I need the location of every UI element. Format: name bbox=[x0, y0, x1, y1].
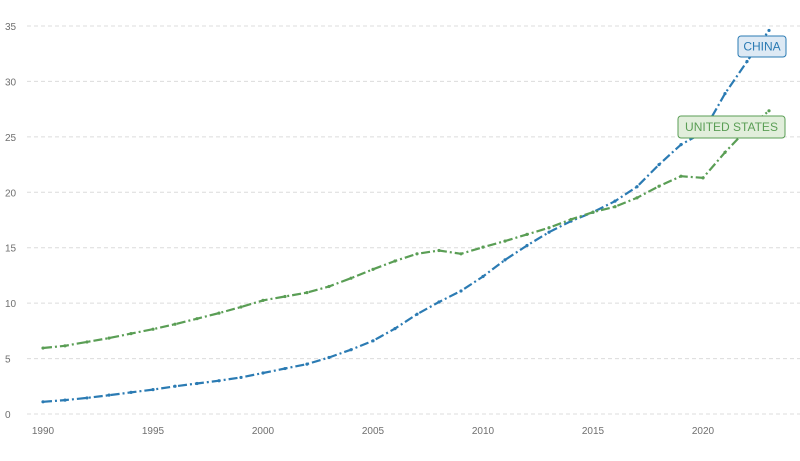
y-tick-label: 30 bbox=[5, 77, 17, 88]
data-point bbox=[437, 300, 441, 304]
data-point bbox=[327, 284, 331, 289]
data-point bbox=[41, 400, 45, 404]
data-point bbox=[349, 276, 353, 280]
y-tick-label: 20 bbox=[5, 188, 17, 199]
data-point bbox=[613, 199, 617, 203]
data-point bbox=[217, 379, 221, 383]
data-point bbox=[151, 327, 155, 331]
series-line-china bbox=[42, 29, 770, 403]
data-point bbox=[107, 336, 111, 340]
y-axis: 0 5 10 15 20 25 30 35 bbox=[5, 22, 17, 421]
data-point bbox=[107, 393, 111, 397]
y-tick-label: 0 bbox=[5, 410, 11, 421]
data-point bbox=[767, 28, 771, 33]
data-point bbox=[679, 143, 683, 147]
data-point bbox=[349, 348, 353, 352]
data-point bbox=[261, 298, 265, 302]
data-point bbox=[283, 366, 287, 371]
data-point bbox=[613, 205, 617, 209]
series-label-box bbox=[737, 35, 787, 58]
data-point bbox=[437, 248, 441, 253]
data-point bbox=[283, 294, 287, 299]
data-point bbox=[767, 109, 771, 113]
series-group bbox=[41, 28, 771, 404]
data-point bbox=[393, 327, 397, 331]
data-point bbox=[547, 230, 551, 234]
data-point bbox=[195, 381, 199, 386]
series-labels: CHINA UNITED STATES bbox=[677, 35, 787, 139]
data-point bbox=[547, 226, 551, 230]
data-point bbox=[591, 210, 595, 214]
series-label-box bbox=[677, 115, 786, 139]
data-point bbox=[635, 185, 639, 189]
data-point bbox=[151, 388, 155, 392]
data-point bbox=[657, 184, 661, 188]
x-tick-label: 2015 bbox=[582, 426, 605, 437]
data-point bbox=[459, 252, 463, 256]
gridlines bbox=[27, 25, 800, 415]
series-label-text: CHINA bbox=[743, 40, 780, 54]
data-point bbox=[723, 92, 727, 96]
series-label-text: UNITED STATES bbox=[685, 120, 778, 134]
data-point bbox=[723, 150, 727, 154]
data-point bbox=[305, 291, 309, 295]
data-point bbox=[63, 398, 67, 402]
data-point bbox=[239, 375, 243, 380]
x-tick-label: 1995 bbox=[142, 426, 165, 437]
data-point bbox=[657, 162, 661, 167]
data-point bbox=[261, 371, 265, 375]
data-point bbox=[393, 259, 397, 263]
data-point bbox=[525, 232, 529, 237]
y-tick-label: 10 bbox=[5, 299, 17, 310]
data-point bbox=[635, 196, 639, 200]
data-point bbox=[481, 245, 485, 249]
data-point bbox=[503, 258, 507, 262]
x-tick-label: 1990 bbox=[32, 426, 55, 437]
series-label-united-states: UNITED STATES bbox=[677, 115, 786, 139]
x-tick-label: 2005 bbox=[362, 426, 385, 437]
data-point bbox=[85, 340, 89, 344]
data-point bbox=[679, 174, 683, 178]
x-tick-label: 2010 bbox=[472, 426, 495, 437]
data-point bbox=[327, 355, 331, 360]
data-point bbox=[129, 332, 133, 336]
data-point bbox=[701, 176, 705, 180]
data-point bbox=[305, 362, 309, 366]
data-point bbox=[173, 322, 177, 326]
data-point bbox=[129, 390, 133, 394]
data-point bbox=[173, 384, 177, 388]
data-point bbox=[481, 274, 485, 279]
data-point bbox=[371, 267, 375, 271]
data-point bbox=[745, 59, 749, 64]
x-tick-label: 2020 bbox=[692, 426, 715, 437]
data-point bbox=[85, 396, 89, 400]
data-point bbox=[63, 344, 67, 348]
data-point bbox=[569, 217, 573, 222]
data-point bbox=[239, 305, 243, 309]
data-point bbox=[195, 317, 199, 321]
data-point bbox=[41, 346, 45, 350]
data-point bbox=[503, 239, 507, 243]
data-point bbox=[459, 289, 463, 293]
data-point bbox=[525, 243, 529, 248]
y-tick-label: 15 bbox=[5, 244, 17, 255]
data-point bbox=[371, 339, 375, 343]
series-label-china: CHINA bbox=[737, 35, 787, 58]
x-tick-label: 2000 bbox=[252, 426, 275, 437]
data-point bbox=[415, 252, 419, 256]
series-line-united-states bbox=[42, 109, 770, 350]
y-tick-label: 5 bbox=[5, 355, 11, 366]
y-tick-label: 25 bbox=[5, 133, 17, 144]
y-tick-label: 35 bbox=[5, 22, 17, 33]
data-point bbox=[415, 312, 419, 316]
data-point bbox=[217, 311, 221, 315]
x-axis: 1990 1995 2000 2005 2010 2015 2020 bbox=[32, 426, 715, 437]
